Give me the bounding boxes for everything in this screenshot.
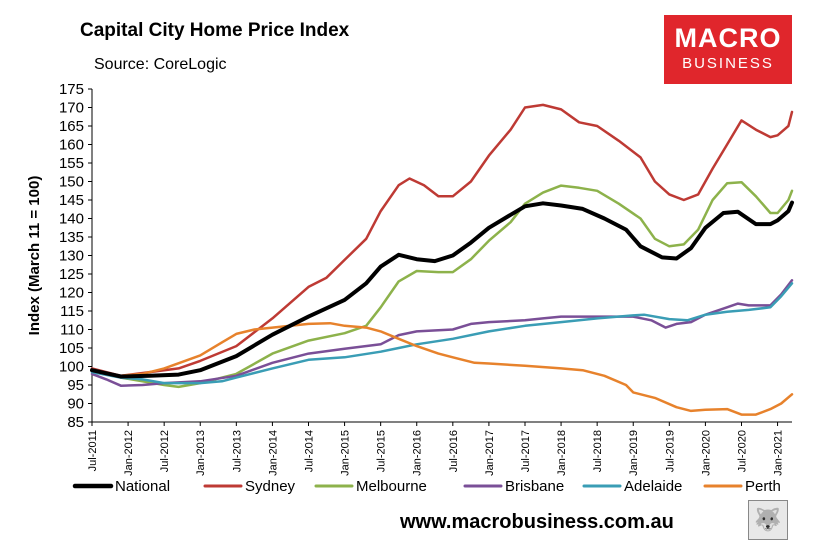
x-tick-label: Jan-2014 — [267, 430, 279, 476]
website-url: www.macrobusiness.com.au — [400, 511, 674, 533]
x-tick-label: Jul-2020 — [736, 430, 748, 472]
y-tick-label: 120 — [59, 285, 84, 302]
x-tick-label: Jul-2015 — [376, 430, 388, 472]
x-tick-label: Jul-2017 — [520, 430, 532, 472]
logo-line-1: MACRO — [674, 23, 782, 53]
x-tick-label: Jan-2020 — [700, 430, 712, 476]
y-tick-label: 110 — [60, 322, 84, 339]
x-tick-label: Jan-2021 — [773, 430, 785, 476]
x-tick-label: Jul-2014 — [303, 430, 315, 472]
x-tick-label: Jan-2018 — [556, 430, 568, 476]
x-tick-label: Jan-2017 — [484, 430, 496, 476]
x-tick-label: Jan-2015 — [340, 430, 352, 476]
series-line-melbourne — [90, 180, 794, 389]
legend-item-melbourne: Melbourne — [314, 478, 427, 495]
y-tick-label: 160 — [59, 137, 84, 154]
y-tick-label: 175 — [59, 81, 84, 98]
y-tick-label: 85 — [67, 414, 84, 431]
legend-item-brisbane: Brisbane — [463, 478, 564, 495]
y-tick-label: 140 — [59, 211, 84, 228]
y-axis-label: Index (March 11 = 100) — [26, 176, 43, 336]
series-line-sydney — [90, 103, 794, 378]
series-line-adelaide — [90, 282, 794, 385]
wolf-icon: 🐺 — [748, 500, 788, 540]
logo-line-2: BUSINESS — [682, 55, 774, 72]
y-tick-label: 170 — [59, 100, 84, 117]
y-tick-label: 125 — [59, 266, 84, 283]
y-tick-label: 135 — [59, 229, 84, 246]
chart-title: Capital City Home Price Index — [80, 20, 350, 41]
chart-source: Source: CoreLogic — [94, 56, 227, 73]
y-tick-label: 90 — [67, 396, 84, 413]
y-tick-label: 155 — [59, 155, 84, 172]
x-tick-label: Jul-2018 — [592, 430, 604, 472]
legend-item-national: National — [72, 478, 170, 495]
y-tick-label: 165 — [59, 118, 84, 135]
y-tick-label: 130 — [59, 248, 84, 265]
x-tick-label: Jan-2019 — [628, 430, 640, 476]
x-tick-label: Jul-2016 — [448, 430, 460, 472]
y-tick-label: 150 — [59, 174, 84, 191]
legend-item-adelaide: Adelaide — [582, 478, 682, 495]
y-tick-label: 115 — [60, 303, 84, 320]
x-tick-label: Jan-2016 — [412, 430, 424, 476]
legend-label: Adelaide — [624, 478, 682, 495]
macro-business-logo: MACRO BUSINESS — [664, 15, 792, 84]
y-tick-label: 145 — [59, 192, 84, 209]
legend-item-sydney: Sydney — [203, 478, 296, 495]
legend-label: Perth — [745, 478, 781, 495]
legend-label: National — [115, 478, 170, 495]
y-tick-label: 95 — [67, 377, 84, 394]
series-line-national — [90, 200, 794, 379]
legend-label: Sydney — [245, 478, 296, 495]
y-tick-label: 100 — [59, 359, 84, 376]
legend-label: Melbourne — [356, 478, 427, 495]
series-line-perth — [90, 321, 794, 416]
x-tick-label: Jul-2013 — [231, 430, 243, 472]
y-tick-label: 105 — [59, 340, 84, 357]
x-tick-label: Jan-2013 — [195, 430, 207, 476]
x-tick-label: Jan-2012 — [123, 430, 135, 476]
x-tick-label: Jul-2012 — [159, 430, 171, 472]
x-tick-label: Jul-2011 — [87, 430, 99, 471]
legend-label: Brisbane — [505, 478, 564, 495]
series-line-brisbane — [90, 279, 794, 387]
legend-item-perth: Perth — [703, 478, 781, 495]
x-tick-label: Jul-2019 — [664, 430, 676, 472]
